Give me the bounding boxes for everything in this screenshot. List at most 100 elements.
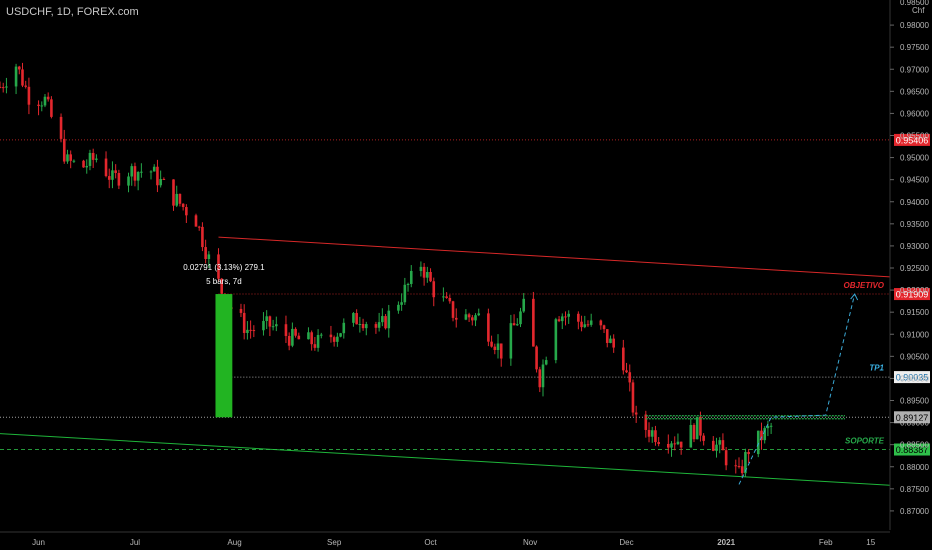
trendline-resistance[interactable] (218, 236, 891, 278)
price-axis-label: 0.93000 (900, 242, 929, 251)
candle-body (429, 272, 432, 282)
price-axis-label: 0.88000 (900, 463, 929, 472)
candle-body (747, 452, 750, 455)
time-axis-label: Jul (130, 538, 140, 547)
price-tag-soporte (894, 443, 930, 456)
candle-body (5, 86, 8, 88)
candle-body (676, 441, 680, 445)
candle-body (467, 314, 471, 318)
candle-body (152, 166, 156, 172)
levels-layer (0, 139, 890, 451)
candle-body (583, 324, 587, 328)
measurement-box[interactable] (215, 294, 233, 418)
candle-body (197, 226, 201, 228)
candle-body (628, 372, 632, 383)
candle-body (496, 343, 500, 351)
candle-body (46, 96, 50, 100)
candle-body (654, 430, 657, 443)
candle-body (493, 346, 497, 351)
candle-body (477, 313, 481, 316)
candle-body (294, 328, 297, 336)
candle-body (297, 335, 301, 340)
candle-body (194, 215, 198, 227)
candle-body (175, 193, 179, 206)
candle-body (667, 443, 670, 448)
candle-body (403, 284, 407, 303)
candle-body (634, 412, 638, 415)
candle-body (721, 440, 725, 451)
candle-body (557, 319, 561, 322)
price-tag-current (894, 411, 930, 424)
price-axis-top-label: 0.98500 (900, 0, 929, 7)
candle-body (532, 298, 535, 347)
candle-body (316, 334, 320, 348)
candle-body (692, 424, 696, 440)
candle-body (162, 179, 166, 181)
candle-body (567, 313, 571, 317)
candle-body (406, 283, 410, 285)
candle-body (763, 428, 766, 441)
candle-body (107, 176, 111, 180)
candle-body (589, 320, 593, 325)
overlay-layer: 0.02791 (3.13%) 279.1 5 bars, 7d OBJETIVO T… (183, 263, 885, 485)
candle-body (422, 266, 426, 278)
candle-body (284, 324, 288, 336)
annotation-soporte: SOPORTE (845, 436, 885, 445)
candle-body (271, 326, 275, 328)
candle-body (50, 99, 53, 117)
price-axis-label: 0.98000 (900, 21, 929, 30)
price-axis-label: 0.88500 (900, 441, 929, 450)
price-axis-label: 0.87000 (900, 507, 929, 516)
candle-body (329, 334, 333, 338)
candle-body (625, 370, 628, 373)
time-axis-label: 2021 (717, 538, 735, 547)
candle-body (699, 417, 702, 436)
candle-body (445, 296, 448, 298)
time-axis-label: Jun (32, 538, 45, 547)
candle-body (471, 317, 474, 321)
candle-body (509, 323, 513, 359)
candle-body (133, 166, 137, 181)
trendline-support[interactable] (0, 433, 891, 486)
symbol-label: USDCHF, 1D, FOREX.com (6, 6, 139, 18)
candle-body (647, 429, 651, 437)
price-axis-label: 0.91000 (900, 330, 929, 339)
candle-body (130, 166, 134, 177)
candle-body (522, 298, 526, 312)
annotation-objetivo: OBJETIVO (844, 281, 885, 290)
candle-body (474, 315, 477, 321)
candle-body (718, 440, 722, 445)
candle-body (14, 66, 18, 87)
candle-body (88, 152, 92, 166)
candle-body (673, 443, 677, 445)
candle-body (519, 311, 522, 325)
candle-body (538, 369, 542, 388)
candle-body (756, 430, 760, 455)
candle-body (159, 179, 162, 186)
candle-body (336, 336, 339, 342)
price-axis-label: 0.91500 (900, 308, 929, 317)
price-axis-label: 0.96000 (900, 109, 929, 118)
candle-body (332, 337, 336, 342)
candle-body (544, 360, 548, 365)
candle-body (364, 324, 368, 329)
candle-body (734, 465, 738, 467)
time-axis-label: Sep (327, 538, 342, 547)
price-axis-label: 0.89000 (900, 419, 929, 428)
candle-body (689, 424, 693, 448)
price-tag-tp1 (894, 371, 930, 384)
candle-body (454, 317, 458, 320)
candle-body (442, 296, 445, 298)
candle-body (207, 254, 211, 259)
candle-body (319, 334, 323, 336)
candle-body (342, 322, 346, 334)
candle-body (339, 333, 342, 337)
time-axis-label: Oct (424, 538, 437, 547)
candle-body (59, 116, 63, 139)
projection-path[interactable] (738, 293, 856, 485)
candle-body (82, 160, 85, 168)
price-axis-label: 0.94000 (900, 198, 929, 207)
price-tag-objetivo (894, 288, 930, 301)
